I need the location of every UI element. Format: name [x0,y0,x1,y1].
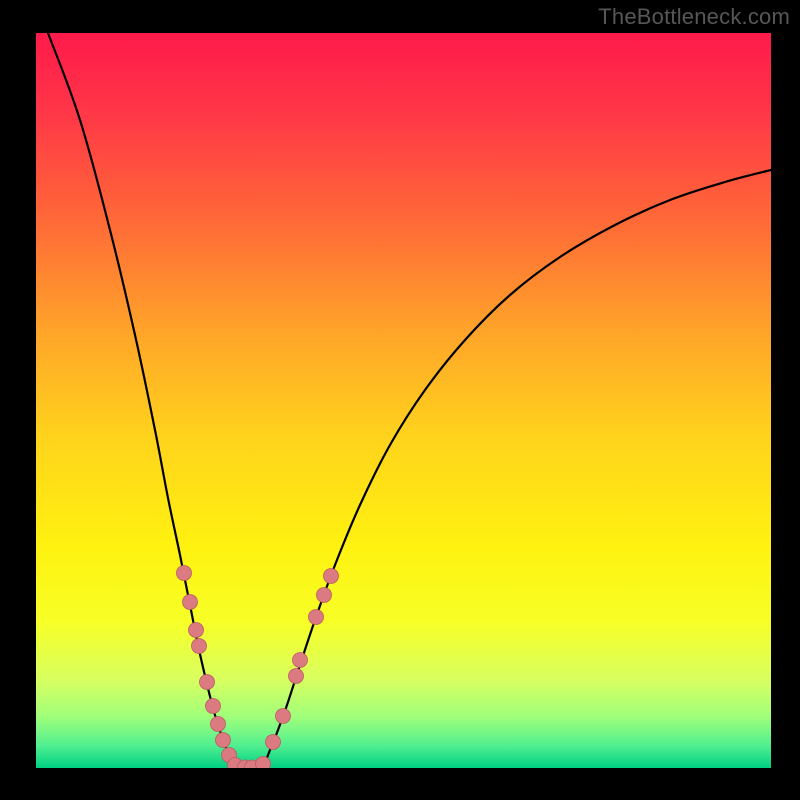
data-marker [324,569,339,584]
data-marker [200,675,215,690]
data-marker [309,610,324,625]
data-marker [317,588,332,603]
data-marker [276,709,291,724]
curve-path [48,33,771,768]
data-marker [192,639,207,654]
data-marker [211,717,226,732]
data-marker [289,669,304,684]
data-marker [256,757,271,769]
data-marker [189,623,204,638]
watermark-text: TheBottleneck.com [598,4,790,30]
data-marker [266,735,281,750]
bottleneck-curve [36,33,771,768]
plot-area [36,33,771,768]
data-marker [183,595,198,610]
data-marker [216,733,231,748]
data-marker [293,653,308,668]
data-marker [206,699,221,714]
data-marker [177,566,192,581]
